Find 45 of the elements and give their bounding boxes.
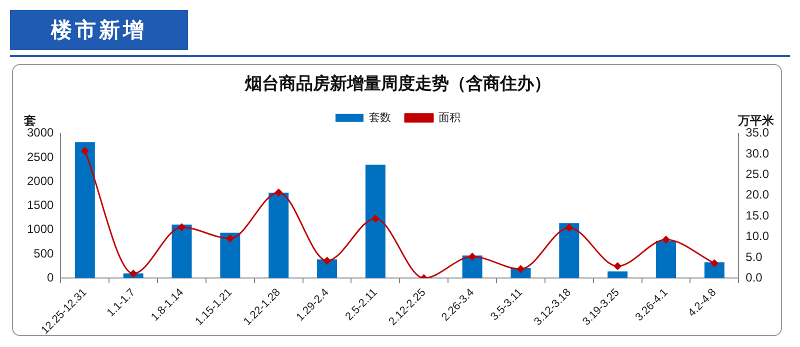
point — [81, 147, 89, 155]
bar — [559, 223, 580, 278]
bar — [365, 164, 386, 278]
y2-tick-label: 5.0 — [746, 250, 763, 264]
point — [468, 252, 476, 260]
point — [130, 270, 138, 278]
bar — [317, 259, 338, 278]
y2-tick-label: 10.0 — [746, 229, 770, 244]
y-tick-label: 500 — [34, 246, 54, 260]
y-axis-title: 套 — [23, 114, 36, 128]
y-tick-label: 2000 — [26, 174, 54, 188]
point — [565, 224, 573, 232]
point — [178, 224, 186, 232]
bar — [172, 224, 192, 278]
point — [516, 265, 524, 273]
legend-label: 套数 — [369, 112, 391, 124]
bar — [74, 142, 95, 278]
y2-tick-label: 15.0 — [746, 208, 770, 222]
bar — [220, 232, 240, 278]
y2-tick-label: 0.0 — [746, 270, 763, 284]
point — [323, 257, 331, 265]
bar — [268, 192, 289, 278]
bar — [704, 262, 724, 278]
y2-tick-label: 30.0 — [746, 146, 770, 160]
y-tick-label: 1000 — [26, 222, 54, 236]
chart-title: 烟台商品房新增量周度走势（含商住办） — [244, 74, 551, 93]
bar — [656, 240, 676, 278]
legend-label: 面积 — [438, 112, 460, 124]
point — [226, 234, 234, 242]
y-tick-label: 3000 — [26, 126, 54, 140]
bar — [462, 255, 482, 278]
bar — [608, 271, 628, 278]
point — [274, 188, 282, 196]
text: 楼市新增 — [10, 10, 188, 50]
y-tick-label: 1500 — [26, 198, 54, 212]
y2-axis-title: 万平米 — [737, 114, 775, 128]
y2-tick-label: 20.0 — [746, 188, 770, 202]
y2-tick-label: 35.0 — [746, 126, 770, 140]
point — [710, 260, 718, 268]
y-tick-label: 0 — [47, 270, 54, 284]
point — [614, 262, 622, 270]
y2-tick-label: 25.0 — [746, 167, 770, 182]
y-tick-label: 2500 — [26, 150, 54, 164]
point — [662, 236, 670, 244]
point — [372, 214, 380, 222]
